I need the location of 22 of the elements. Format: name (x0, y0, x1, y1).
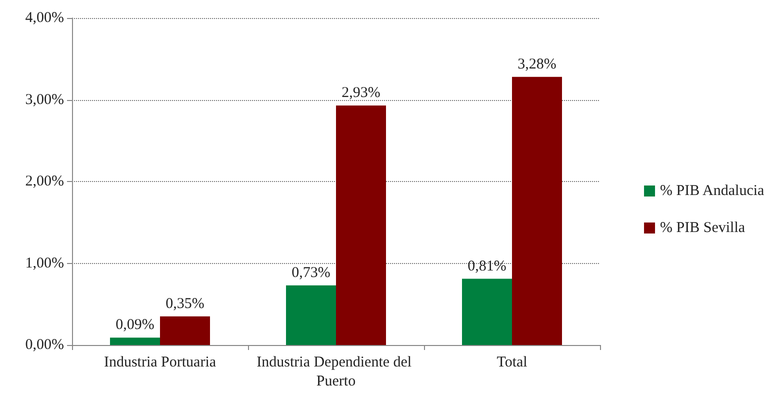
bar (462, 278, 512, 345)
y-tick-label: 1,00% (25, 255, 64, 272)
data-label: 2,93% (342, 84, 380, 101)
data-label: 0,09% (116, 317, 154, 334)
y-tick-label: 4,00% (25, 10, 64, 26)
bar (512, 76, 562, 345)
bar (286, 285, 336, 345)
bar (336, 105, 386, 345)
data-label: 3,28% (518, 56, 556, 72)
legend-label: % PIB Sevilla (660, 220, 746, 236)
data-label: 0,73% (292, 264, 330, 281)
data-label: 0,35% (166, 296, 204, 312)
x-tick-label: Industria Dependiente del Puerto (256, 354, 416, 390)
data-label: 0,81% (468, 258, 506, 274)
bar (110, 338, 160, 345)
y-tick-label: 2,00% (25, 174, 64, 190)
y-tick-label: 0,00% (25, 337, 64, 353)
bar (160, 316, 210, 345)
x-tick-label: Total (496, 354, 528, 370)
legend-label: % PIB Andalucia (660, 183, 765, 199)
x-tick-label: Industria Portuaria (104, 354, 216, 370)
y-tick-label: 3,00% (25, 92, 64, 108)
